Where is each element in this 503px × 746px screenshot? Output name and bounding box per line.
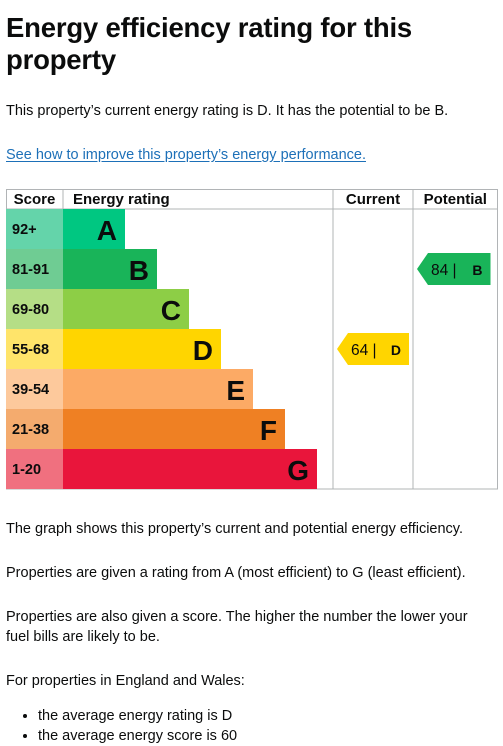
potential-rating-arrow-shape (417, 253, 491, 285)
band-score-cell (6, 449, 63, 489)
potential-rating-arrow-score: 84 | (431, 262, 457, 279)
band-score-cell (6, 289, 63, 329)
bullet-average-score: the average energy score is 60 (38, 726, 237, 746)
band-score-label: 69-80 (12, 302, 49, 318)
band-bar (63, 249, 157, 289)
rating-band-a: 92+ A (6, 209, 125, 249)
band-bar (63, 289, 189, 329)
rating-explanation: Properties are given a rating from A (mo… (6, 565, 466, 581)
band-letter: B (129, 255, 149, 286)
header-score: Score (14, 191, 56, 208)
band-bar (63, 409, 285, 449)
energy-rating-chart: Score Energy rating Current Potential 92+ A 8… (6, 189, 498, 490)
header-energy-rating: Energy rating (73, 191, 170, 208)
rating-band-d: 55-68 D (6, 329, 221, 369)
energy-rating-svg: Score Energy rating Current Potential 92+ A8… (6, 189, 498, 490)
rating-band-b: 81-91 B (6, 249, 157, 289)
band-bar (63, 329, 221, 369)
potential-rating-arrow-letter: B (472, 262, 482, 278)
current-rating-arrow-letter: D (391, 342, 401, 358)
band-score-cell (6, 209, 63, 249)
band-score-cell (6, 329, 63, 369)
band-letter: G (287, 455, 309, 486)
band-score-cell (6, 409, 63, 449)
current-rating-arrow-shape (337, 333, 409, 365)
header-potential: Potential (424, 191, 487, 208)
band-letter: A (97, 215, 117, 246)
improve-energy-link[interactable]: See how to improve this property’s energ… (6, 147, 366, 163)
average-list: the average energy rating is D the avera… (6, 706, 237, 746)
rating-band-c: 69-80 C (6, 289, 189, 329)
band-score-cell (6, 249, 63, 289)
rating-band-g: 1-20 G (6, 449, 317, 489)
page-title: Energy efficiency rating for this proper… (6, 12, 412, 75)
band-score-cell (6, 369, 63, 409)
band-score-label: 1-20 (12, 462, 41, 478)
graph-explanation: The graph shows this property’s current … (6, 521, 464, 537)
rating-band-f: 21-38 F (6, 409, 285, 449)
band-score-label: 92+ (12, 222, 37, 238)
band-letter: C (161, 295, 181, 326)
score-explanation: Properties are also given a score. The h… (6, 609, 468, 645)
band-score-label: 55-68 (12, 342, 49, 358)
intro-text: This property’s current energy rating is… (6, 103, 449, 119)
band-bar (63, 209, 125, 249)
potential-rating-arrow: 84 | B (417, 253, 491, 285)
band-score-label: 21-38 (12, 422, 49, 438)
region-text: For properties in England and Wales: (6, 673, 245, 689)
rating-band-e: 39-54 E (6, 369, 253, 409)
band-score-label: 81-91 (12, 262, 49, 278)
band-letter: F (260, 415, 277, 446)
band-bar (63, 369, 253, 409)
band-letter: E (226, 375, 245, 406)
band-letter: D (193, 335, 213, 366)
band-score-label: 39-54 (12, 382, 49, 398)
bullet-average-rating: the average energy rating is D (38, 706, 237, 726)
header-current: Current (346, 191, 400, 208)
current-rating-arrow-score: 64 | (351, 342, 377, 359)
band-bar (63, 449, 317, 489)
current-rating-arrow: 64 | D (337, 333, 409, 365)
